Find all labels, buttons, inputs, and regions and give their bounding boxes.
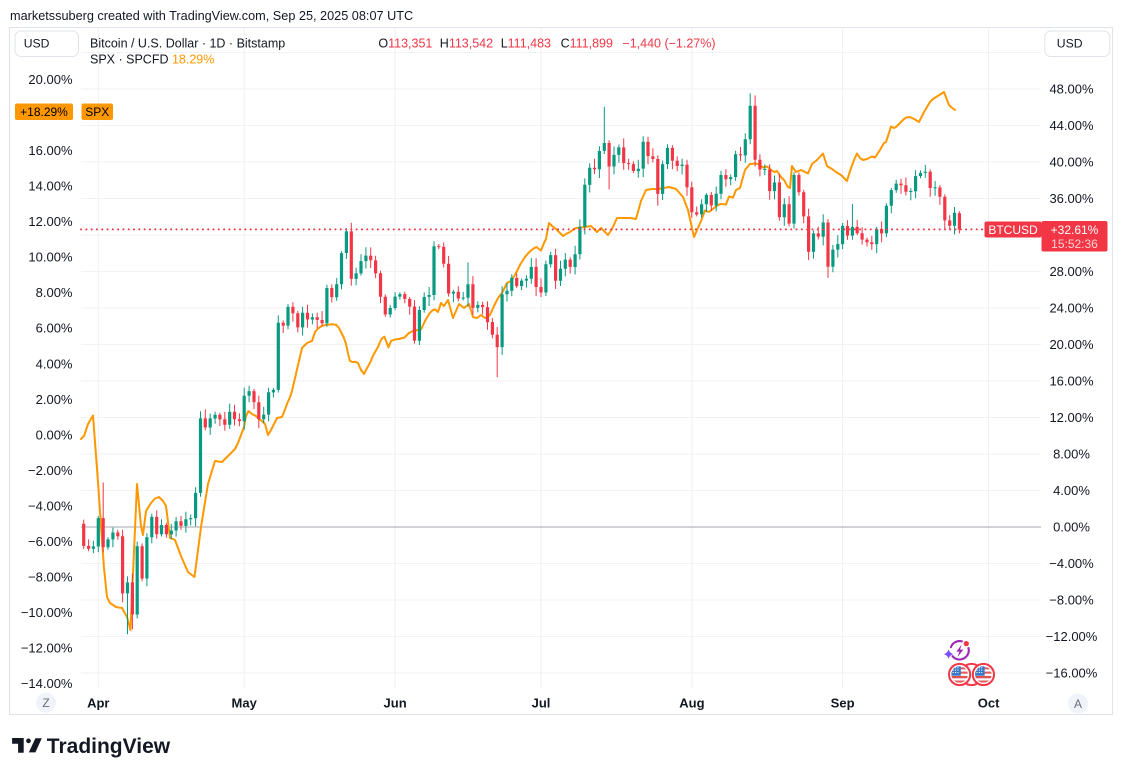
svg-text:6.00%: 6.00% — [36, 321, 73, 336]
svg-text:12.00%: 12.00% — [1049, 410, 1094, 425]
svg-text:−4.00%: −4.00% — [1049, 556, 1094, 571]
svg-text:10.00%: 10.00% — [28, 250, 73, 265]
svg-text:Bitcoin / U.S. Dollar · 1D · B: Bitcoin / U.S. Dollar · 1D · Bitstamp — [90, 37, 285, 51]
svg-text:SPX: SPX — [85, 105, 109, 119]
svg-text:+18.29%: +18.29% — [20, 105, 68, 119]
svg-text:20.00%: 20.00% — [28, 72, 73, 87]
svg-text:Oct: Oct — [978, 696, 1000, 711]
svg-text:May: May — [232, 696, 258, 711]
svg-text:−4.00%: −4.00% — [28, 498, 73, 513]
svg-text:Jun: Jun — [384, 696, 407, 711]
svg-text:15:52:36: 15:52:36 — [1051, 237, 1098, 251]
svg-text:14.00%: 14.00% — [28, 179, 73, 194]
svg-text:Z: Z — [42, 696, 49, 710]
svg-text:40.00%: 40.00% — [1049, 155, 1094, 170]
svg-text:−12.00%: −12.00% — [1046, 629, 1098, 644]
svg-text:TradingView: TradingView — [47, 735, 171, 758]
svg-text:−16.00%: −16.00% — [1046, 666, 1098, 681]
svg-text:Sep: Sep — [831, 696, 855, 711]
svg-text:O113,351: O113,351 — [378, 37, 432, 51]
svg-text:USD: USD — [1057, 36, 1083, 50]
svg-text:C111,899: C111,899 — [561, 37, 613, 51]
svg-text:Apr: Apr — [87, 696, 109, 711]
svg-text:−8.00%: −8.00% — [28, 569, 73, 584]
svg-text:−14.00%: −14.00% — [21, 676, 73, 691]
svg-text:16.00%: 16.00% — [1049, 374, 1094, 389]
svg-text:SPX · SPCFD 18.29%: SPX · SPCFD 18.29% — [90, 53, 214, 67]
svg-text:−12.00%: −12.00% — [21, 640, 73, 655]
svg-text:8.00%: 8.00% — [1053, 447, 1090, 462]
svg-text:16.00%: 16.00% — [28, 143, 73, 158]
svg-text:BTCUSD: BTCUSD — [988, 223, 1038, 237]
svg-text:8.00%: 8.00% — [36, 285, 73, 300]
svg-text:−10.00%: −10.00% — [21, 605, 73, 620]
svg-text:−1,440 (−1.27%): −1,440 (−1.27%) — [622, 37, 715, 51]
svg-text:−8.00%: −8.00% — [1049, 593, 1094, 608]
svg-text:4.00%: 4.00% — [36, 356, 73, 371]
svg-text:4.00%: 4.00% — [1053, 483, 1090, 498]
svg-text:2.00%: 2.00% — [36, 392, 73, 407]
svg-text:28.00%: 28.00% — [1049, 264, 1094, 279]
svg-text:+32.61%: +32.61% — [1051, 223, 1099, 237]
svg-text:A: A — [1074, 697, 1082, 711]
svg-text:USD: USD — [24, 36, 50, 50]
svg-text:12.00%: 12.00% — [28, 214, 73, 229]
svg-text:L111,483: L111,483 — [501, 37, 551, 51]
svg-text:20.00%: 20.00% — [1049, 337, 1094, 352]
svg-text:H113,542: H113,542 — [440, 37, 493, 51]
svg-text:48.00%: 48.00% — [1049, 82, 1094, 97]
svg-text:24.00%: 24.00% — [1049, 301, 1094, 316]
svg-text:marketssuberg created with Tra: marketssuberg created with TradingView.c… — [10, 9, 413, 23]
svg-text:Aug: Aug — [679, 696, 704, 711]
svg-text:0.00%: 0.00% — [1053, 520, 1090, 535]
svg-text:0.00%: 0.00% — [36, 427, 73, 442]
svg-text:−6.00%: −6.00% — [28, 534, 73, 549]
svg-text:Jul: Jul — [532, 696, 551, 711]
svg-text:36.00%: 36.00% — [1049, 191, 1094, 206]
svg-text:44.00%: 44.00% — [1049, 118, 1094, 133]
svg-text:−2.00%: −2.00% — [28, 463, 73, 478]
